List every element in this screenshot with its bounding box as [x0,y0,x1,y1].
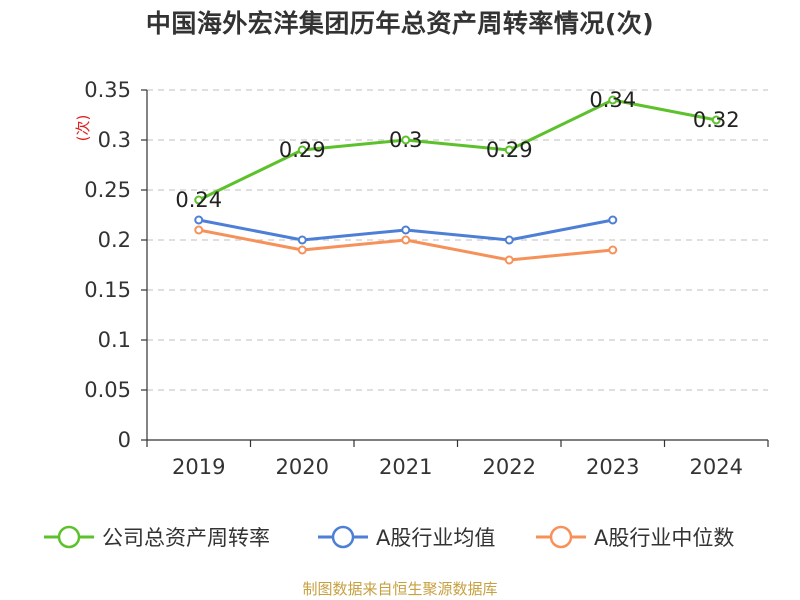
legend-marker [549,525,573,549]
y-tick-label: 0.2 [98,228,131,252]
legend: 公司总资产周转率 A股行业均值 A股行业中位数 [44,525,734,550]
y-tick-label: 0.3 [98,128,131,152]
source-note: 制图数据来自恒生聚源数据库 [302,580,498,598]
data-point [504,145,514,155]
legend-marker [57,525,81,549]
data-point [504,235,514,245]
chart-title: 中国海外宏洋集团历年总资产周转率情况(次) [145,9,655,38]
data-point [401,235,411,245]
y-axis-label: (次) [74,115,92,142]
x-tick-label: 2019 [172,455,225,479]
data-point [194,225,204,235]
data-label: 0.32 [693,108,740,132]
data-point [504,255,514,265]
data-point [711,115,721,125]
data-labels: 0.24 0.29 0.3 0.29 0.34 0.32 [175,88,739,212]
data-label: 0.3 [389,128,422,152]
legend-label: A股行业中位数 [594,526,734,550]
y-tick-label: 0 [118,428,131,452]
data-label: 0.29 [279,138,326,162]
x-tick-label: 2020 [276,455,329,479]
data-point [194,195,204,205]
data-label: 0.34 [589,88,636,112]
y-tick-label: 0.35 [84,78,131,102]
data-label: 0.24 [175,188,222,212]
legend-label: A股行业均值 [376,526,495,550]
data-point [401,225,411,235]
series-line [198,98,717,202]
x-tick-label: 2021 [379,455,432,479]
x-tick-label: 2022 [483,455,536,479]
grid-lines [147,89,768,391]
data-label: 0.29 [486,138,533,162]
axes: 0 0.05 0.1 0.15 0.2 0.25 0.3 0.35 2019 2020 2021 20… [74,78,769,479]
series-lines [194,95,721,265]
x-tick-label: 2024 [690,455,743,479]
data-point [297,245,307,255]
data-point [401,135,411,145]
y-tick-label: 0.1 [98,328,131,352]
x-tick-label: 2023 [586,455,639,479]
y-tick-label: 0.15 [84,278,131,302]
legend-label: 公司总资产周转率 [102,526,270,550]
data-point [608,95,618,105]
data-point [194,215,204,225]
y-tick-label: 0.25 [84,178,131,202]
y-tick-label: 0.05 [84,378,131,402]
data-point [608,215,618,225]
data-point [297,235,307,245]
legend-marker [331,525,355,549]
data-point [608,245,618,255]
data-point [297,145,307,155]
